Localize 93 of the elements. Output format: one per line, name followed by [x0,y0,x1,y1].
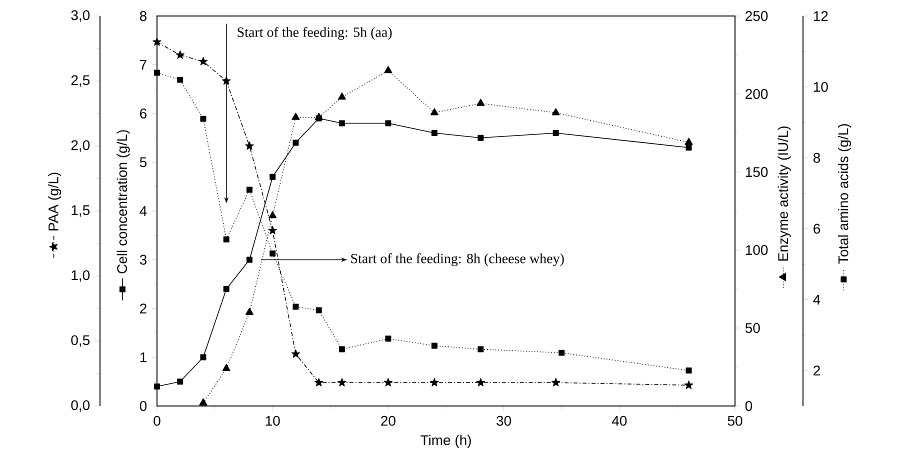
y3-tick-label: 2 [814,366,820,376]
point [292,112,300,120]
point [686,144,692,151]
y-tick-label: 3,0 [71,10,90,22]
point [291,349,300,358]
point [476,378,486,386]
point [384,378,393,386]
point [551,378,560,386]
point [198,56,208,66]
y-tick-label: 0,5 [71,335,90,347]
point [314,112,323,120]
point [558,350,565,356]
point [268,211,277,218]
y3-tick-label: 12 [814,11,828,21]
point [177,76,184,83]
y-tick-label: 2,5 [71,75,90,87]
point [552,130,559,136]
x-tick-label: 40 [612,416,627,426]
y-tick-label: 1,5 [72,205,90,217]
point [430,108,438,116]
point [154,70,160,76]
y-tick-label: 2 [140,304,146,314]
point [152,37,162,46]
point [246,256,252,263]
point [222,76,231,85]
point [314,378,324,386]
y-axis-title: Cell concentration (g/L) [116,130,130,274]
point [476,98,485,106]
x-tick-label: 50 [728,416,742,426]
y-tick-label: 1,0 [72,270,90,282]
point [246,186,252,193]
y3-axis-title: Total amino acids (g/L) [838,124,852,264]
point [431,342,438,349]
x-tick-label: 20 [381,416,396,426]
y3-tick-label: 8 [813,152,820,163]
y-tick-label: 1 [140,352,146,362]
point [684,138,693,145]
point [552,108,560,116]
y-tick-label: 0 [140,401,147,411]
annotation: Start of the feeding: 8h (cheese whey) [351,253,564,266]
y-tick-label: 4 [140,206,147,216]
y2-tick-label: 150 [746,167,768,177]
point [338,378,346,386]
point [223,236,230,242]
point [268,226,277,234]
point [199,398,208,406]
y2-tick-label: 250 [746,11,768,21]
x-tick-label: 30 [496,416,512,426]
y2-tick-label: 50 [745,323,760,333]
y-tick-label: 6 [140,108,147,118]
point [270,250,276,257]
point [200,116,206,122]
point [154,384,160,390]
point [245,308,254,315]
point [430,378,439,386]
point [385,120,392,126]
point [478,346,484,352]
point [385,336,392,342]
point [222,364,230,372]
point [431,130,438,136]
point [338,346,345,352]
y-tick-label: 0,0 [71,400,90,412]
y-tick-label: 3 [140,254,147,265]
point [478,134,484,141]
x-axis-title: Time (h) [420,434,471,448]
point [686,368,692,374]
x-tick-label: 0 [154,416,160,426]
y2-tick-label: 200 [746,89,768,99]
point [176,50,184,59]
y-tick-label: 5 [140,157,147,168]
y-tick-label: 8 [140,11,147,21]
y3-tick-label: 4 [813,294,820,304]
x-tick-label: 10 [266,416,280,426]
y-tick-label: 2,0 [71,140,90,152]
point [292,140,299,146]
y-axis-title: PAA (g/L) [48,172,62,230]
y-tick-label: 7 [140,60,146,70]
point [245,141,254,150]
point [684,380,694,389]
y3-tick-label: 6 [814,224,820,234]
y2-axis-title: Enzyme activity (IU/L) [778,126,791,261]
point [316,307,322,314]
point [338,92,346,100]
point [384,66,392,74]
point [338,120,345,126]
point [270,174,276,180]
y2-tick-label: 0 [745,401,752,411]
annotation: Start of the feeding: 5h (aa) [238,26,392,40]
point [177,378,184,385]
y3-tick-label: 10 [814,82,828,92]
point [223,286,230,292]
y2-tick-label: 100 [746,245,768,255]
point [292,304,299,310]
